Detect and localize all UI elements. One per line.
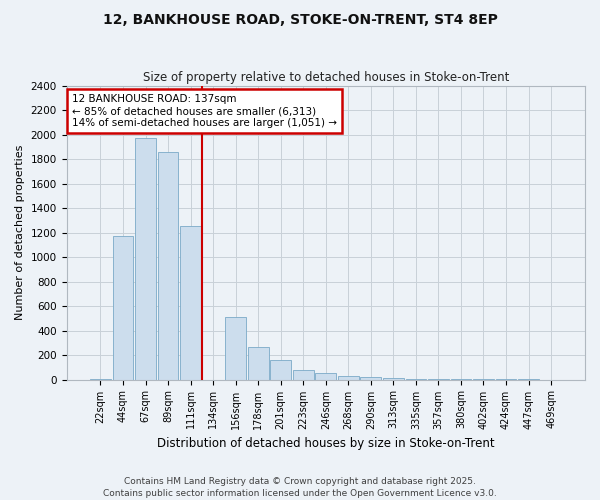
Bar xyxy=(428,379,449,380)
Bar xyxy=(338,376,359,380)
Text: Contains HM Land Registry data © Crown copyright and database right 2025.
Contai: Contains HM Land Registry data © Crown c… xyxy=(103,476,497,498)
Text: 12 BANKHOUSE ROAD: 137sqm
← 85% of detached houses are smaller (6,313)
14% of se: 12 BANKHOUSE ROAD: 137sqm ← 85% of detac… xyxy=(72,94,337,128)
Bar xyxy=(225,317,246,380)
Title: Size of property relative to detached houses in Stoke-on-Trent: Size of property relative to detached ho… xyxy=(143,72,509,85)
Bar xyxy=(271,360,291,380)
Bar xyxy=(383,378,404,380)
Text: 12, BANKHOUSE ROAD, STOKE-ON-TRENT, ST4 8EP: 12, BANKHOUSE ROAD, STOKE-ON-TRENT, ST4 … xyxy=(103,12,497,26)
Y-axis label: Number of detached properties: Number of detached properties xyxy=(15,145,25,320)
Bar xyxy=(180,226,201,380)
Bar xyxy=(361,377,381,380)
Bar xyxy=(135,138,156,380)
Bar xyxy=(158,152,178,380)
Bar xyxy=(90,379,111,380)
Bar xyxy=(316,374,336,380)
Bar xyxy=(293,370,314,380)
X-axis label: Distribution of detached houses by size in Stoke-on-Trent: Distribution of detached houses by size … xyxy=(157,437,494,450)
Bar xyxy=(406,379,426,380)
Bar xyxy=(248,346,269,380)
Bar xyxy=(113,236,133,380)
